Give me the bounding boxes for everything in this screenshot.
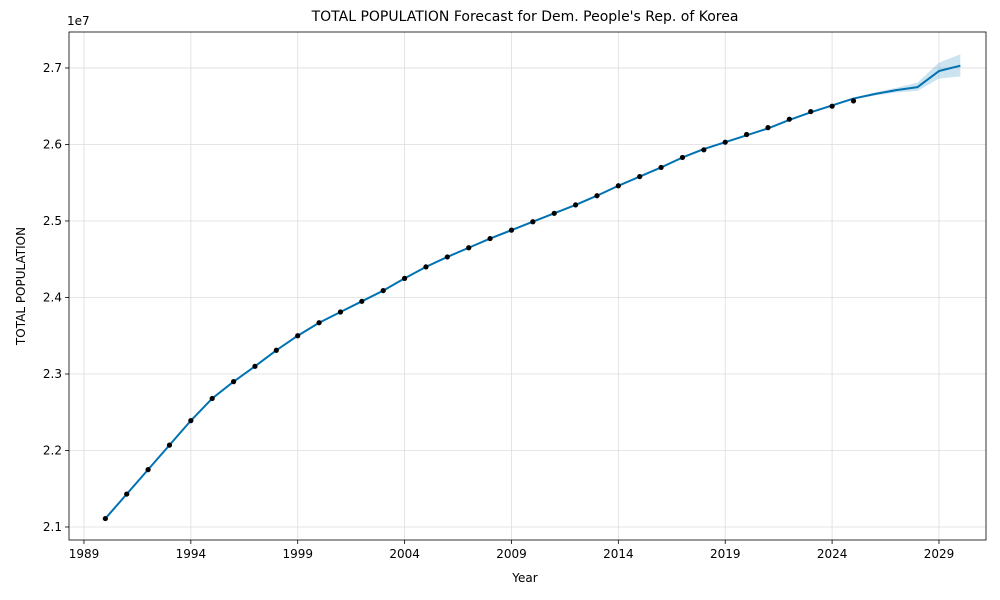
y-tick-label: 2.6	[43, 137, 62, 151]
y-tick-label: 2.4	[43, 290, 62, 304]
observed-point	[701, 147, 707, 153]
y-tick-label: 2.7	[43, 61, 62, 75]
observed-point	[401, 275, 408, 281]
observed-point	[209, 395, 215, 402]
observed-point	[252, 363, 258, 369]
observed-point	[765, 125, 771, 131]
x-tick-label: 1989	[69, 547, 100, 561]
chart-title: TOTAL POPULATION Forecast for Dem. Peopl…	[311, 9, 739, 25]
plot-frame	[68, 31, 987, 541]
observed-point	[722, 139, 728, 145]
observed-point	[829, 103, 835, 109]
x-tick-label: 2029	[924, 547, 955, 561]
y-tick-label: 2.1	[43, 520, 62, 534]
x-tick-label: 2014	[603, 547, 634, 561]
observed-point	[295, 333, 301, 339]
observed-point	[679, 154, 686, 161]
grid	[69, 32, 986, 540]
observed-point	[808, 108, 814, 115]
y-tick-label: 2.2	[43, 443, 62, 457]
y-axis-offset-label: 1e7	[67, 14, 90, 28]
observed-point	[188, 418, 194, 424]
observed-point	[102, 515, 108, 522]
observed-point	[124, 491, 130, 497]
observed-point	[273, 347, 279, 353]
observed-point	[743, 131, 750, 138]
observed-point	[786, 116, 792, 122]
y-tick-label: 2.5	[43, 214, 62, 228]
x-tick-label: 1999	[282, 547, 313, 561]
x-axis-title: Year	[511, 571, 537, 585]
y-tick-label: 2.3	[43, 367, 62, 381]
observed-point	[423, 264, 429, 270]
observed-point	[615, 183, 621, 189]
x-tick-label: 2019	[710, 547, 741, 561]
y-axis-title: TOTAL POPULATION	[14, 227, 28, 346]
observed-point	[637, 173, 643, 180]
observed-point	[230, 379, 237, 385]
x-tick-label: 2024	[817, 547, 848, 561]
observed-point	[380, 287, 386, 294]
observed-point	[658, 164, 664, 171]
x-axis: 1989 1994 1999 2004 2009 2014 2019 2024 2029	[69, 540, 955, 561]
observed-point	[337, 309, 344, 315]
y-axis: 2.1 2.2 2.3 2.4 2.5 2.6 2.7	[43, 61, 69, 534]
observed-point	[850, 98, 857, 104]
x-tick-label: 2009	[496, 547, 527, 561]
observed-point	[466, 245, 472, 251]
observed-point	[551, 210, 557, 216]
observed-point	[530, 219, 536, 225]
x-tick-label: 1994	[176, 547, 207, 561]
observed-points-layer	[102, 98, 857, 522]
observed-point	[594, 193, 600, 199]
observed-point	[316, 320, 322, 326]
observed-point	[145, 467, 151, 473]
observed-point	[508, 227, 515, 233]
observed-point	[166, 442, 173, 448]
observed-point	[572, 202, 579, 208]
observed-point	[444, 254, 450, 260]
x-tick-label: 2004	[389, 547, 420, 561]
observed-point	[359, 298, 365, 304]
observed-point	[487, 235, 493, 242]
